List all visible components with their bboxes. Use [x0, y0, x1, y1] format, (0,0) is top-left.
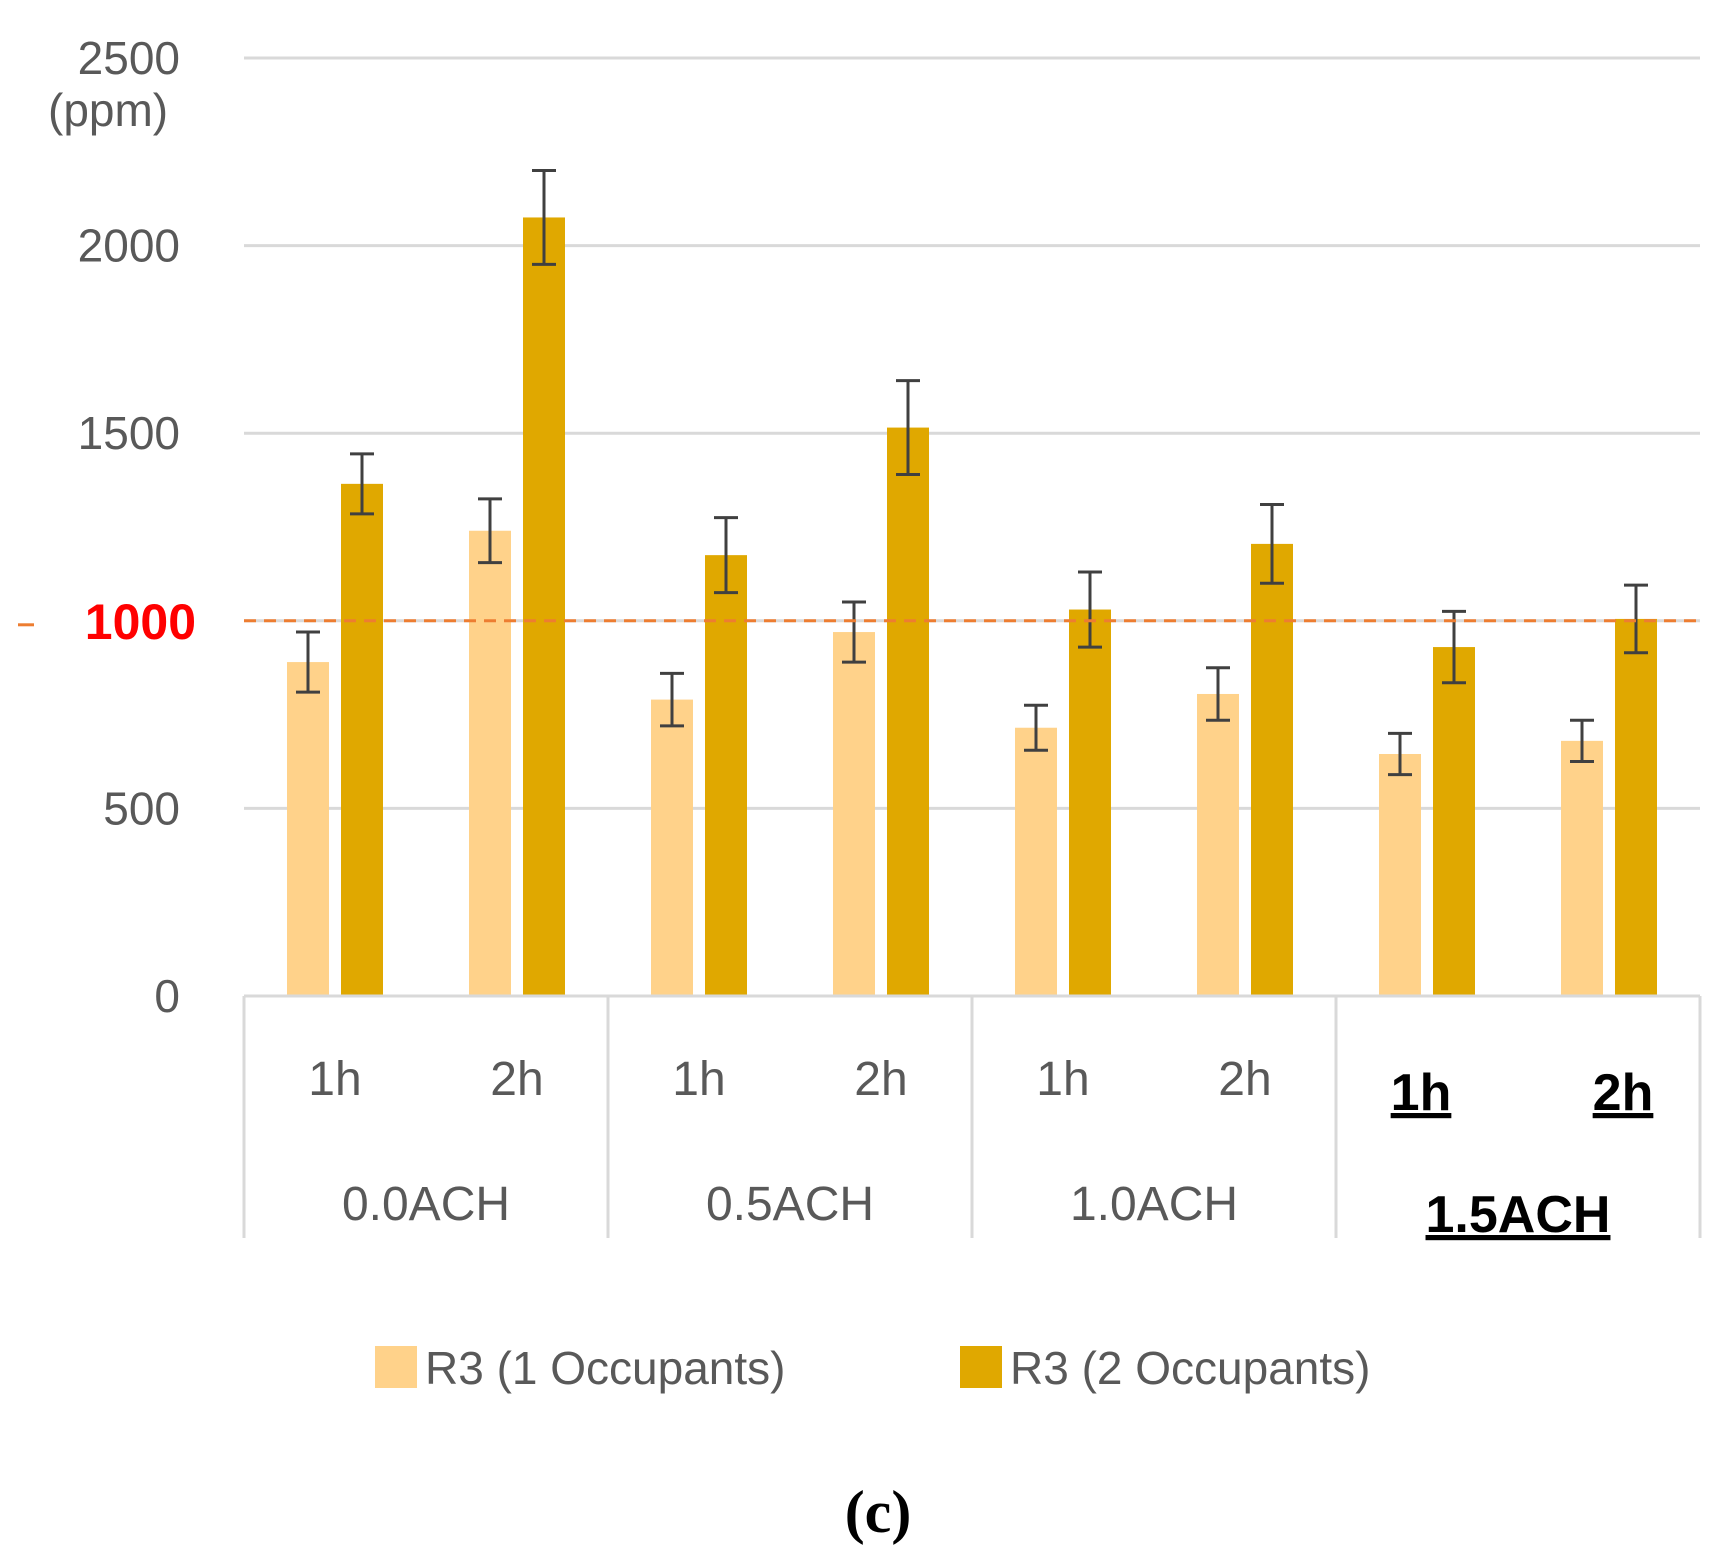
y-tick-label: 0: [154, 970, 180, 1022]
y-axis-label: (ppm): [48, 84, 168, 136]
bar-two-occupants: [1433, 647, 1475, 996]
legend-label: R3 (2 Occupants): [1010, 1342, 1370, 1394]
reference-line: 1000: [18, 594, 1700, 650]
y-axis: 0 500 1500 2000 2500: [78, 32, 180, 1022]
x-group-label: 1.5ACH: [1426, 1186, 1611, 1244]
legend-swatch: [960, 1346, 1002, 1388]
x-tick-label: 1h: [1036, 1053, 1089, 1106]
bar-two-occupants: [523, 217, 565, 996]
legend-swatch: [375, 1346, 417, 1388]
x-axis: 1h 2h 1h 2h 1h 2h 1h 2h 0.0ACH 0.5ACH 1.0ACH 1.5ACH: [242, 994, 1702, 1244]
y-tick-label: 500: [103, 782, 180, 834]
x-tick-label: 2h: [490, 1053, 543, 1106]
bar-two-occupants: [705, 555, 747, 996]
bar-two-occupants: [1615, 618, 1657, 996]
bar-one-occupant: [651, 699, 693, 996]
x-group-label: 0.0ACH: [342, 1178, 510, 1231]
panel-label: (c): [845, 1479, 912, 1545]
x-tick-label: 1h: [308, 1053, 361, 1106]
legend: R3 (1 Occupants) R3 (2 Occupants): [375, 1342, 1370, 1394]
bars: [287, 217, 1657, 996]
legend-label: R3 (1 Occupants): [425, 1342, 785, 1394]
bar-two-occupants: [887, 427, 929, 996]
x-tick-label: 2h: [854, 1053, 907, 1106]
bar-two-occupants: [341, 483, 383, 996]
bar-one-occupant: [287, 662, 329, 996]
x-tick-label: 2h: [1218, 1053, 1271, 1106]
bar-one-occupant: [1379, 753, 1421, 996]
x-group-label: 1.0ACH: [1070, 1178, 1238, 1231]
y-tick-label: 1500: [78, 407, 180, 459]
y-tick-label: 2000: [78, 220, 180, 272]
y-tick-label: 2500: [78, 32, 180, 84]
bar-one-occupant: [833, 632, 875, 996]
x-tick-label: 2h: [1593, 1064, 1654, 1122]
bar-one-occupant: [1561, 740, 1603, 996]
x-group-label: 0.5ACH: [706, 1178, 874, 1231]
bar-one-occupant: [1197, 693, 1239, 996]
x-tick-label: 1h: [1391, 1064, 1452, 1122]
error-bars: [296, 169, 1648, 777]
bar-two-occupants: [1069, 609, 1111, 996]
gridlines: [244, 56, 1700, 810]
reference-label: 1000: [85, 594, 196, 650]
x-tick-label: 1h: [672, 1053, 725, 1106]
bar-one-occupant: [1015, 727, 1057, 996]
bar-one-occupant: [469, 530, 511, 996]
bar-two-occupants: [1251, 543, 1293, 996]
